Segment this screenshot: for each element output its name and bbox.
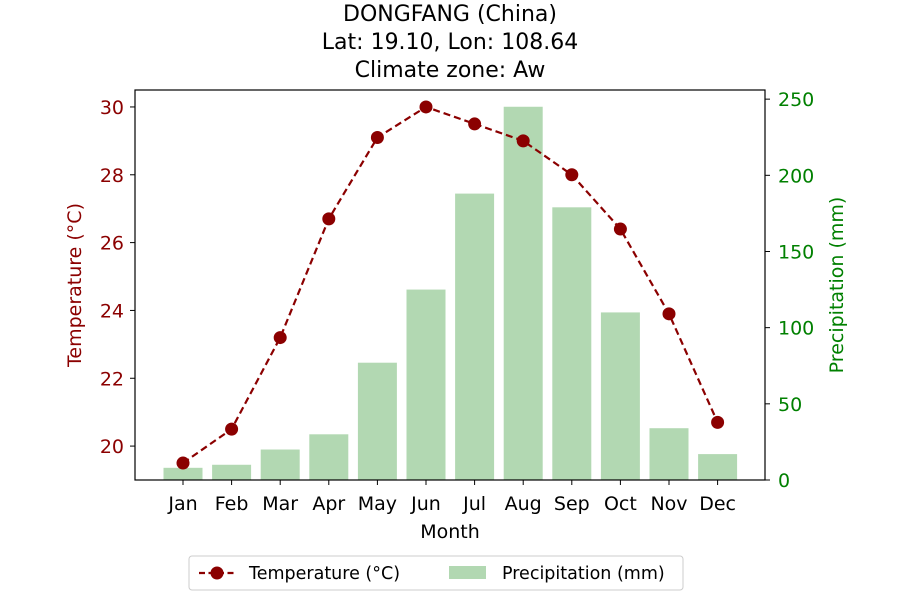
temperature-line (182, 105, 719, 464)
precipitation-bar-apr (309, 434, 349, 480)
x-tick-label: Apr (312, 493, 345, 515)
left-tick-label: 24 (100, 300, 124, 322)
precipitation-bar-dec (698, 454, 738, 480)
right-axis-label: Precipitation (mm) (826, 197, 848, 374)
x-tick-label: Jan (167, 493, 197, 515)
temperature-point-jan (176, 456, 190, 470)
precipitation-bar-jan (163, 467, 203, 480)
temperature-point-feb (225, 422, 239, 436)
left-tick-label: 22 (100, 368, 124, 390)
precipitation-bar-jul (455, 193, 495, 480)
x-tick-label: Mar (262, 493, 298, 515)
plot-frame (134, 89, 766, 481)
legend-precipitation-swatch (449, 566, 486, 579)
x-tick-label: Sep (554, 493, 590, 515)
temperature-point-aug (516, 134, 530, 148)
right-tick-label: 50 (778, 394, 802, 416)
precipitation-bar-aug (503, 106, 543, 480)
precipitation-bar-nov (649, 428, 689, 480)
legend: Temperature (°C) Precipitation (mm) (188, 555, 684, 591)
x-tick-label: May (358, 493, 397, 515)
chart-title: DONGFANG (China) Lat: 19.10, Lon: 108.64… (322, 2, 578, 83)
left-axis-ticks: 20 22 24 26 28 30 (100, 97, 135, 458)
x-axis-label: Month (420, 521, 480, 543)
precipitation-bar-mar (260, 449, 300, 480)
temperature-point-nov (662, 307, 676, 321)
precipitation-bar-may (357, 362, 397, 480)
right-tick-label: 0 (778, 470, 790, 492)
right-tick-label: 100 (778, 318, 814, 340)
temperature-point-jul (468, 117, 482, 131)
right-tick-label: 150 (778, 241, 814, 263)
legend-precipitation-label: Precipitation (mm) (502, 564, 665, 584)
chart-title-line-3: Climate zone: Aw (355, 58, 546, 83)
x-tick-label: Oct (604, 493, 637, 515)
precipitation-bar-feb (212, 464, 252, 480)
temperature-point-sep (565, 168, 579, 182)
temperature-point-may (370, 130, 384, 144)
x-tick-label: Aug (505, 493, 542, 515)
right-tick-label: 250 (778, 89, 814, 111)
precipitation-bar-sep (552, 207, 592, 480)
legend-frame (188, 555, 684, 591)
legend-temperature-label: Temperature (°C) (248, 564, 400, 584)
x-tick-label: Jun (410, 493, 441, 515)
left-tick-label: 20 (100, 436, 124, 458)
temperature-point-apr (322, 212, 336, 226)
legend-temperature-marker (210, 566, 224, 580)
temperature-series (176, 100, 725, 470)
temperature-point-dec (711, 415, 725, 429)
temperature-point-jun (419, 100, 433, 114)
x-tick-label: Jul (462, 493, 486, 515)
temperature-point-mar (273, 331, 287, 345)
chart-title-line-1: DONGFANG (China) (343, 2, 557, 27)
x-tick-label: Dec (699, 493, 736, 515)
temperature-point-oct (613, 222, 627, 236)
x-tick-label: Feb (215, 493, 249, 515)
chart-title-line-2: Lat: 19.10, Lon: 108.64 (322, 30, 578, 55)
right-axis-ticks: 0 50 100 150 200 250 (765, 89, 814, 492)
left-tick-label: 28 (100, 165, 124, 187)
precipitation-bars (163, 106, 738, 480)
left-tick-label: 26 (100, 233, 124, 255)
left-axis-label: Temperature (°C) (64, 203, 86, 368)
x-tick-label: Nov (650, 493, 687, 515)
x-axis-ticks: Jan Feb Mar Apr May Jun Jul Aug Sep Oct Nov Dec (167, 480, 736, 515)
precipitation-bar-oct (600, 312, 640, 480)
precipitation-bar-jun (406, 289, 446, 480)
right-tick-label: 200 (778, 165, 814, 187)
left-tick-label: 30 (100, 97, 124, 119)
